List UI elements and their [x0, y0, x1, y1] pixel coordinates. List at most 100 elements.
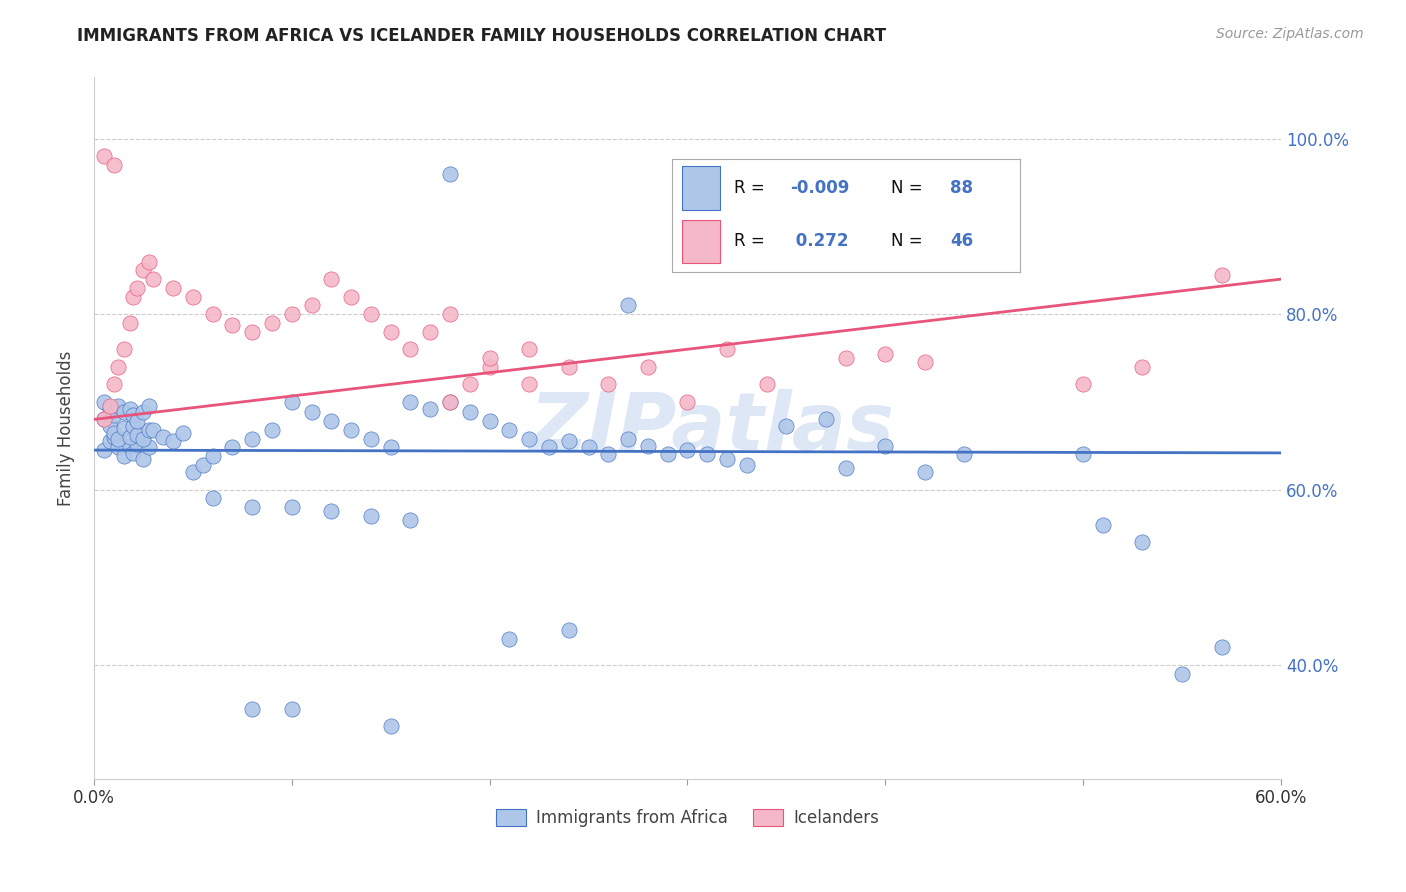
Point [118, 430, 141, 444]
Point [419, 325, 441, 339]
Point [138, 399, 160, 413]
Point [240, 432, 263, 446]
Point [835, 351, 858, 365]
Text: Source: ZipAtlas.com: Source: ZipAtlas.com [1216, 27, 1364, 41]
Point [181, 290, 204, 304]
Point [1071, 448, 1094, 462]
Point [127, 437, 149, 451]
Point [558, 623, 581, 637]
Point [93, 149, 115, 163]
Point [1091, 517, 1114, 532]
Point [439, 167, 461, 181]
Point [181, 465, 204, 479]
Point [122, 446, 145, 460]
Point [103, 430, 125, 444]
Point [578, 441, 600, 455]
Point [321, 272, 343, 286]
Text: 46: 46 [950, 232, 973, 251]
Point [380, 325, 402, 339]
Point [676, 443, 699, 458]
Point [260, 316, 283, 330]
Point [517, 377, 540, 392]
Point [716, 343, 738, 357]
Point [498, 423, 520, 437]
Text: R =: R = [734, 232, 770, 251]
Text: -0.009: -0.009 [790, 179, 849, 197]
Point [637, 359, 659, 374]
Point [260, 423, 283, 437]
Point [617, 298, 640, 312]
Point [875, 346, 897, 360]
Point [953, 448, 976, 462]
Point [112, 405, 135, 419]
Point [281, 395, 304, 409]
Point [281, 307, 304, 321]
Point [201, 307, 224, 321]
Point [112, 421, 135, 435]
Point [201, 449, 224, 463]
Point [93, 412, 115, 426]
Text: 0.272: 0.272 [790, 232, 849, 251]
Point [127, 281, 149, 295]
Point [98, 419, 121, 434]
Point [914, 355, 936, 369]
Point [478, 351, 501, 365]
Point [112, 343, 135, 357]
Point [875, 439, 897, 453]
Point [517, 432, 540, 446]
Point [657, 448, 679, 462]
Point [118, 439, 141, 453]
Point [458, 405, 481, 419]
Point [152, 430, 174, 444]
Point [360, 307, 382, 321]
Point [716, 451, 738, 466]
Point [478, 359, 501, 374]
Point [118, 316, 141, 330]
Point [617, 432, 640, 446]
Point [118, 401, 141, 416]
Point [142, 423, 165, 437]
Point [132, 405, 155, 419]
Point [122, 408, 145, 422]
Point [162, 434, 184, 449]
Point [399, 513, 422, 527]
Text: R =: R = [734, 179, 770, 197]
Point [1171, 666, 1194, 681]
Point [138, 423, 160, 437]
Point [93, 395, 115, 409]
Point [301, 298, 323, 312]
Point [107, 441, 129, 455]
Point [103, 408, 125, 422]
Point [1211, 268, 1233, 282]
Point [93, 412, 115, 426]
Point [127, 414, 149, 428]
Point [107, 432, 129, 446]
Text: N =: N = [891, 232, 928, 251]
Point [1132, 359, 1154, 374]
Point [103, 158, 125, 172]
Point [221, 318, 243, 332]
Point [98, 401, 121, 416]
Point [142, 272, 165, 286]
Point [439, 395, 461, 409]
Point [755, 377, 778, 392]
Point [558, 434, 581, 449]
Point [201, 491, 224, 506]
Point [735, 458, 758, 472]
Point [93, 443, 115, 458]
Point [240, 500, 263, 514]
Point [360, 508, 382, 523]
Point [127, 428, 149, 442]
Point [517, 343, 540, 357]
Point [598, 448, 620, 462]
Point [281, 500, 304, 514]
Point [98, 399, 121, 413]
Point [301, 405, 323, 419]
Point [221, 441, 243, 455]
Point [419, 401, 441, 416]
Point [914, 465, 936, 479]
Point [498, 632, 520, 646]
Text: N =: N = [891, 179, 928, 197]
Point [340, 423, 363, 437]
Point [122, 290, 145, 304]
